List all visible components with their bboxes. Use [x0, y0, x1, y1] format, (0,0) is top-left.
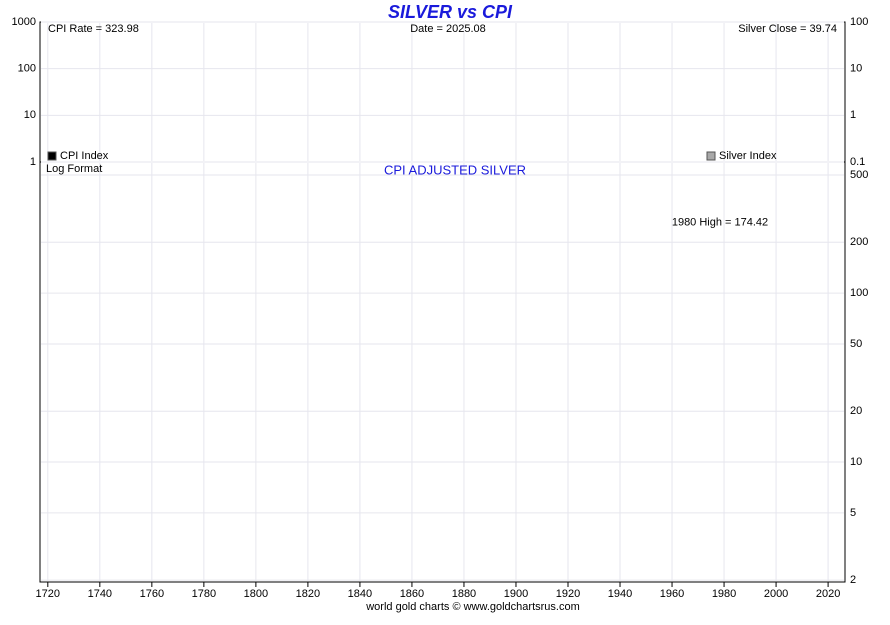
legend-label: CPI Index	[60, 150, 109, 162]
x-tick-label: 1820	[296, 588, 320, 600]
legend-swatch	[47, 151, 57, 161]
legend-label: Silver Index	[719, 150, 777, 162]
y2-tick-label: 0.1	[850, 156, 865, 168]
x-tick-label: 1720	[36, 588, 60, 600]
x-tick-label: 2020	[816, 588, 840, 600]
x-tick-label: 1880	[452, 588, 476, 600]
y-tick-label: 500	[850, 169, 868, 181]
x-tick-label: 1860	[400, 588, 424, 600]
x-tick-label: 1740	[88, 588, 112, 600]
y-tick-label: 10	[24, 109, 36, 121]
y-tick-label: 100	[850, 287, 868, 299]
y-tick-label: 100	[18, 63, 36, 75]
y-tick-label: 5	[850, 507, 856, 519]
panel-title: CPI ADJUSTED SILVER	[384, 162, 526, 177]
x-tick-label: 1900	[504, 588, 528, 600]
y-tick-label: 20	[850, 405, 862, 417]
y-tick-label: 10	[850, 456, 862, 468]
y-tick-label: 1	[30, 156, 36, 168]
x-tick-label: 1800	[244, 588, 268, 600]
x-tick-label: 1960	[660, 588, 684, 600]
y-tick-label: 2	[850, 574, 856, 586]
x-tick-label: 1940	[608, 588, 632, 600]
annotation: 1980 High = 174.42	[672, 216, 768, 228]
annotation: Silver Close = 39.74	[738, 23, 837, 35]
y2-tick-label: 1	[850, 109, 856, 121]
x-tick-label: 1920	[556, 588, 580, 600]
x-tick-label: 1840	[348, 588, 372, 600]
x-tick-label: 1980	[712, 588, 736, 600]
y2-tick-label: 100	[850, 16, 868, 28]
annotation: Log Format	[46, 163, 102, 175]
x-tick-label: 2000	[764, 588, 788, 600]
y-tick-label: 1000	[12, 16, 36, 28]
y2-tick-label: 10	[850, 63, 862, 75]
footer: world gold charts © www.goldchartsrus.co…	[365, 601, 580, 613]
y-tick-label: 200	[850, 236, 868, 248]
annotation: Date = 2025.08	[410, 23, 486, 35]
chart-title: SILVER vs CPI	[388, 2, 513, 22]
legend-swatch	[706, 151, 716, 161]
x-tick-label: 1780	[192, 588, 216, 600]
annotation: CPI Rate = 323.98	[48, 23, 139, 35]
x-tick-label: 1760	[140, 588, 164, 600]
y-tick-label: 50	[850, 338, 862, 350]
